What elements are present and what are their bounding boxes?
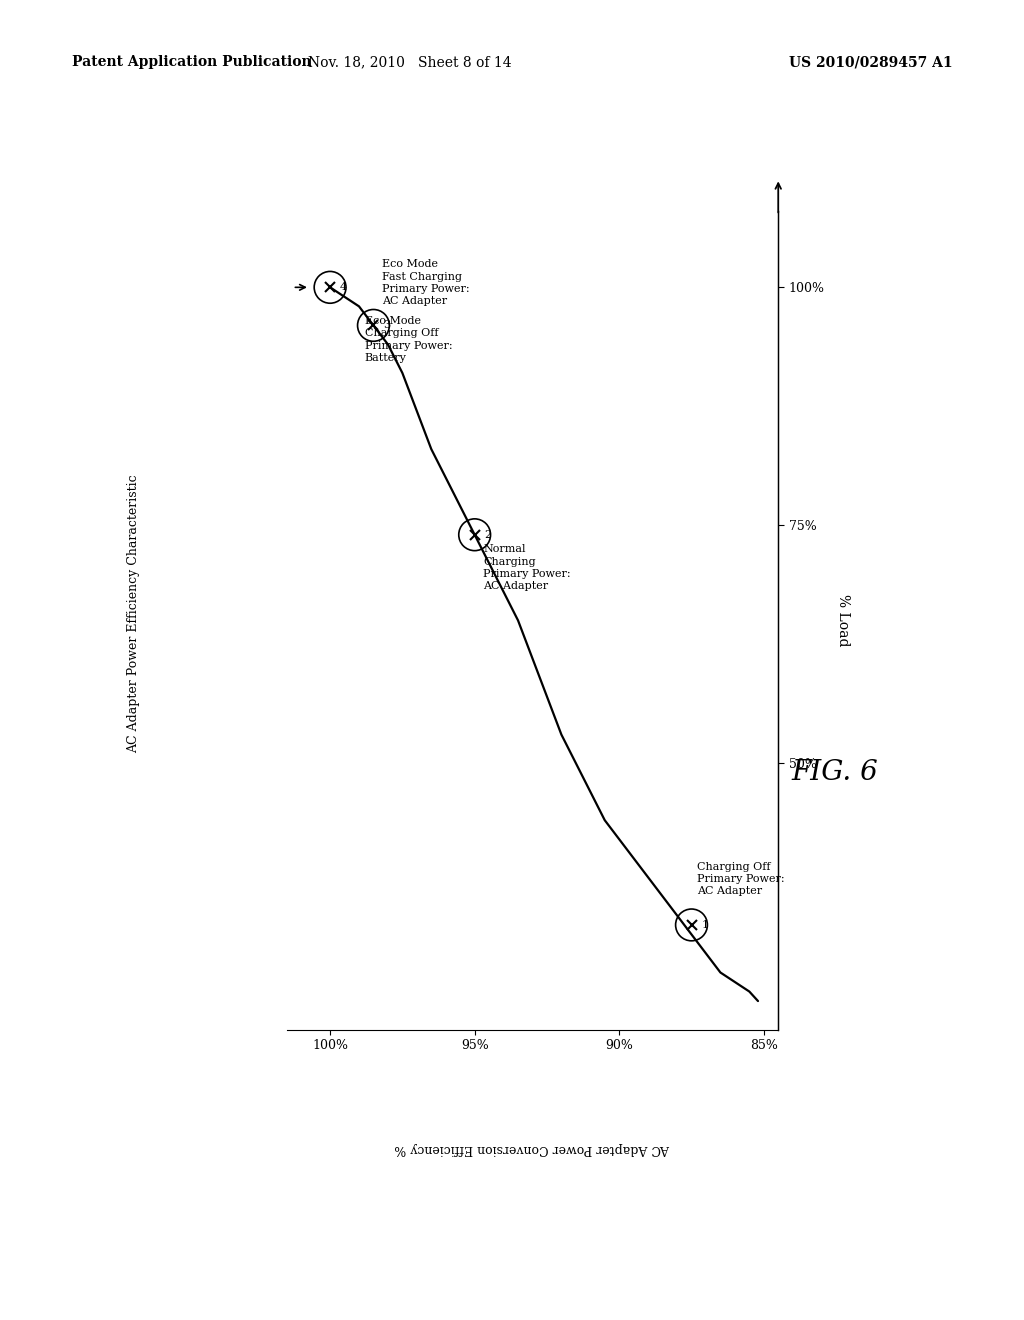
Text: Eco Mode
Fast Charging
Primary Power:
AC Adapter: Eco Mode Fast Charging Primary Power: AC…: [382, 259, 470, 306]
Text: 1: 1: [701, 920, 709, 929]
Text: Eco Mode
Charging Off
Primary Power:
Battery: Eco Mode Charging Off Primary Power: Bat…: [365, 315, 453, 363]
Y-axis label: % Load: % Load: [836, 594, 850, 647]
Text: AC Adapter Power Efficiency Characteristic: AC Adapter Power Efficiency Characterist…: [127, 474, 139, 754]
Text: Charging Off
Primary Power:
AC Adapter: Charging Off Primary Power: AC Adapter: [697, 862, 785, 896]
Text: 4: 4: [340, 282, 347, 292]
Text: Nov. 18, 2010   Sheet 8 of 14: Nov. 18, 2010 Sheet 8 of 14: [308, 55, 511, 70]
Text: Normal
Charging
Primary Power:
AC Adapter: Normal Charging Primary Power: AC Adapte…: [483, 544, 571, 591]
Text: Patent Application Publication: Patent Application Publication: [72, 55, 311, 70]
Text: FIG. 6: FIG. 6: [792, 759, 878, 785]
Text: 2: 2: [484, 529, 492, 540]
Text: 3: 3: [383, 321, 390, 330]
Text: AC Adapter Power Conversion Efficiency %: AC Adapter Power Conversion Efficiency %: [394, 1142, 671, 1155]
Text: US 2010/0289457 A1: US 2010/0289457 A1: [788, 55, 952, 70]
